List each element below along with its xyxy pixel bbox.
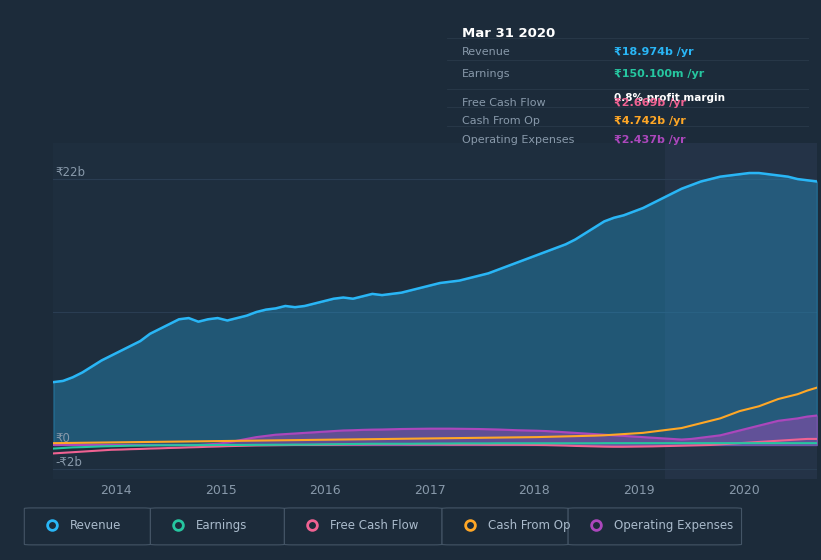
Text: ₹0: ₹0: [55, 432, 70, 445]
Text: ₹4.742b /yr: ₹4.742b /yr: [613, 116, 686, 127]
Text: Mar 31 2020: Mar 31 2020: [462, 27, 555, 40]
Text: Revenue: Revenue: [70, 519, 122, 532]
Text: Earnings: Earnings: [196, 519, 247, 532]
FancyBboxPatch shape: [150, 508, 284, 545]
Text: ₹2.437b /yr: ₹2.437b /yr: [613, 135, 686, 145]
Text: Free Cash Flow: Free Cash Flow: [330, 519, 419, 532]
FancyBboxPatch shape: [25, 508, 150, 545]
Text: Revenue: Revenue: [462, 46, 511, 57]
Text: 0.8% profit margin: 0.8% profit margin: [613, 93, 725, 103]
Text: Operating Expenses: Operating Expenses: [462, 135, 574, 145]
FancyBboxPatch shape: [442, 508, 568, 545]
Text: ₹150.100m /yr: ₹150.100m /yr: [613, 69, 704, 79]
Text: Cash From Op: Cash From Op: [462, 116, 539, 127]
Text: Free Cash Flow: Free Cash Flow: [462, 98, 545, 108]
FancyBboxPatch shape: [284, 508, 442, 545]
Bar: [665, 143, 817, 479]
Text: Cash From Op: Cash From Op: [488, 519, 571, 532]
Text: ₹22b: ₹22b: [55, 166, 85, 179]
Text: ₹18.974b /yr: ₹18.974b /yr: [613, 46, 693, 57]
Text: Earnings: Earnings: [462, 69, 511, 79]
Text: ₹2.669b /yr: ₹2.669b /yr: [613, 98, 686, 108]
FancyBboxPatch shape: [568, 508, 741, 545]
Text: Operating Expenses: Operating Expenses: [614, 519, 733, 532]
Text: -₹2b: -₹2b: [55, 456, 82, 469]
